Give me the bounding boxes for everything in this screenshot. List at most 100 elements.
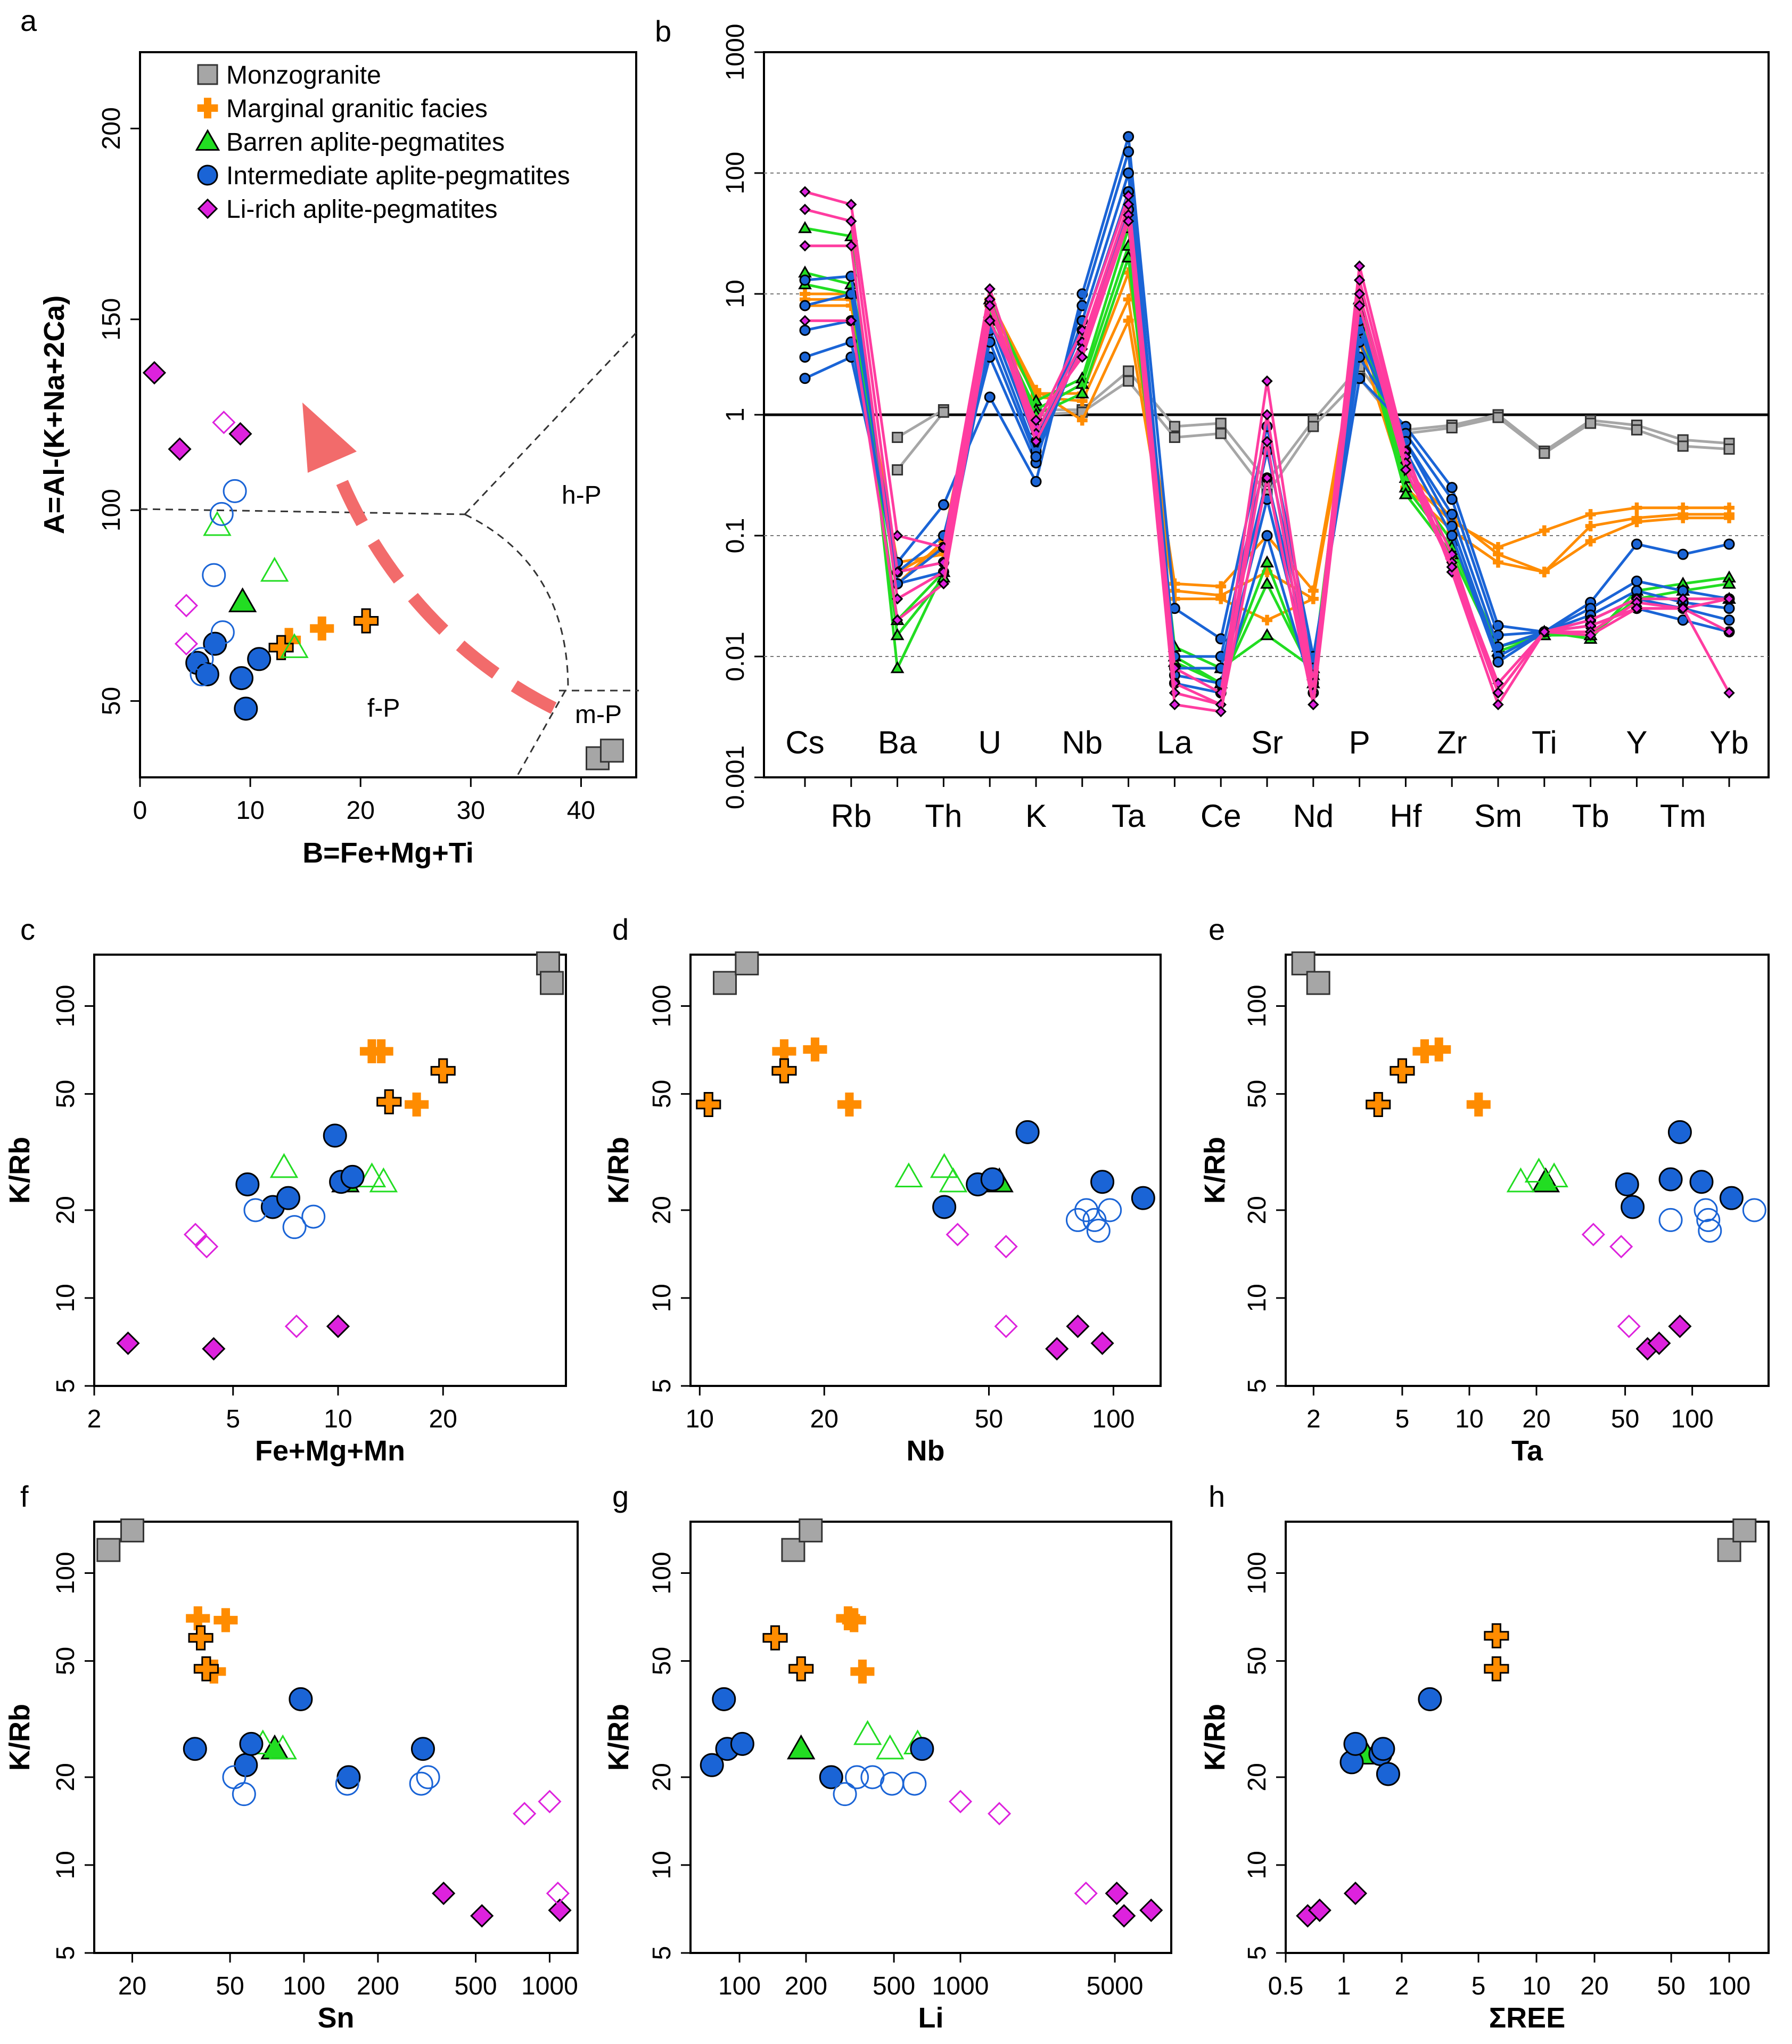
data-point-intermediate (234, 696, 258, 721)
data-point-marginal (369, 1039, 393, 1064)
data-point-li_rich (195, 1235, 219, 1259)
series-point-li_rich (1215, 705, 1227, 718)
series-point-li_rich (1122, 199, 1135, 210)
y-tick-label: 50 (648, 1647, 676, 1675)
boundary-fp-hp-horizontal (139, 508, 465, 515)
data-point-intermediate (209, 502, 234, 526)
data-point-intermediate (833, 1782, 857, 1807)
series-point-marginal (1123, 315, 1134, 326)
series-point-monzogranite (1169, 431, 1180, 443)
series-point-marginal (1631, 502, 1642, 513)
series-point-li_rich (1353, 288, 1366, 300)
x-tick-label: 10 (686, 1405, 714, 1433)
element-label-hf: Hf (1390, 798, 1421, 834)
data-point-monzogranite (540, 971, 564, 995)
data-point-intermediate (910, 1737, 934, 1761)
x-tick-label: 20 (810, 1405, 839, 1433)
data-point-barren (930, 1153, 959, 1178)
data-point-intermediate (1065, 1208, 1090, 1232)
series-point-intermediate (799, 373, 811, 384)
series-point-barren (1260, 576, 1274, 589)
y-tick-label: 100 (648, 985, 676, 1028)
series-point-monzogranite (1539, 447, 1550, 459)
series-point-intermediate (984, 391, 996, 403)
data-point-intermediate (1689, 1170, 1714, 1194)
field-label-mp: m-P (575, 701, 622, 729)
x-tick-label: 200 (357, 1972, 399, 2000)
y-axis-label: K/Rb (603, 1137, 635, 1204)
series-point-li_rich (1261, 472, 1273, 484)
y-tick-label: 10 (1243, 1851, 1271, 1879)
x-tick-label: 5 (226, 1405, 240, 1433)
series-point-li_rich (1169, 699, 1181, 711)
panel-e-kr-vs-ta: 2 5 10 20 50 100 5 10 20 50 100 Ta K/Rb (1199, 951, 1770, 1467)
data-point-intermediate (416, 1765, 440, 1789)
panel-a-points (142, 361, 624, 770)
series-point-monzogranite (1308, 421, 1319, 432)
x-tick-label: 2 (87, 1405, 102, 1433)
data-point-li_rich (988, 1802, 1012, 1826)
data-point-li_rich (1112, 1904, 1136, 1928)
y-tick-label: 50 (52, 1647, 80, 1675)
y-tick-label: 20 (1243, 1196, 1271, 1224)
series-point-li_rich (1446, 561, 1458, 573)
series-point-monzogranite (1169, 421, 1180, 432)
data-point-li_rich (1090, 1331, 1114, 1355)
series-point-marginal (1308, 593, 1319, 604)
data-point-li_rich (202, 1337, 226, 1361)
x-tick-label: 2 (1306, 1405, 1321, 1433)
series-point-marginal (1631, 512, 1642, 523)
panel-d-frame (689, 954, 1162, 1387)
series-point-barren (890, 628, 905, 641)
element-label-cs: Cs (785, 725, 824, 760)
x-tick-label: 50 (1611, 1405, 1639, 1433)
data-point-marginal (850, 1659, 875, 1684)
y-tick-label: 10 (52, 1284, 80, 1312)
series-point-li_rich (1400, 464, 1412, 476)
series-point-li_rich (1677, 602, 1689, 614)
data-point-intermediate (223, 479, 247, 503)
y-tick-label: 50 (648, 1080, 676, 1108)
series-point-li_rich (1030, 414, 1042, 426)
x-tick-label: 20 (118, 1972, 146, 2000)
data-point-li_rich (1074, 1881, 1098, 1906)
element-label-nb: Nb (1062, 725, 1103, 760)
data-point-marginal (268, 635, 294, 660)
series-point-intermediate (1631, 538, 1642, 550)
data-point-marginal (376, 1089, 402, 1114)
series-point-barren (1722, 576, 1736, 589)
series-point-intermediate (1446, 494, 1458, 505)
data-point-barren (269, 1153, 299, 1178)
data-point-intermediate (1015, 1120, 1040, 1144)
element-label-la: La (1157, 725, 1193, 760)
x-axis-label: Li (918, 2002, 944, 2034)
series-point-monzogranite (1585, 417, 1597, 429)
data-point-li_rich (548, 1898, 572, 1922)
data-point-barren (853, 1720, 882, 1745)
panel-label-a: a (20, 4, 37, 37)
data-point-marginal (213, 1608, 238, 1632)
panel-label-h: h (1209, 1480, 1225, 1513)
series-point-intermediate (1446, 482, 1458, 494)
series-point-intermediate (1446, 508, 1458, 520)
x-tick-label: 5 (1472, 1972, 1486, 2000)
series-point-marginal (1678, 509, 1689, 520)
series-point-li_rich (938, 578, 950, 590)
x-tick-label: 100 (283, 1972, 325, 2000)
series-point-marginal (1076, 415, 1088, 426)
data-point-intermediate (1667, 1120, 1692, 1144)
legend-label-marginal: Marginal granitic facies (226, 95, 488, 123)
panel-label-g: g (612, 1480, 629, 1513)
field-label-fp: f-P (367, 694, 400, 723)
series-point-barren (1260, 555, 1274, 568)
series-point-li_rich (1353, 274, 1366, 286)
series-point-li_rich (1723, 687, 1735, 699)
data-point-intermediate (1131, 1186, 1155, 1210)
x-axis-label: ΣREE (1489, 2002, 1565, 2034)
series-point-intermediate (799, 300, 811, 311)
data-point-marginal (310, 616, 334, 641)
series-point-intermediate (1123, 146, 1135, 158)
y-axis-label: K/Rb (4, 1137, 36, 1204)
trend-arrow-head (302, 403, 357, 473)
